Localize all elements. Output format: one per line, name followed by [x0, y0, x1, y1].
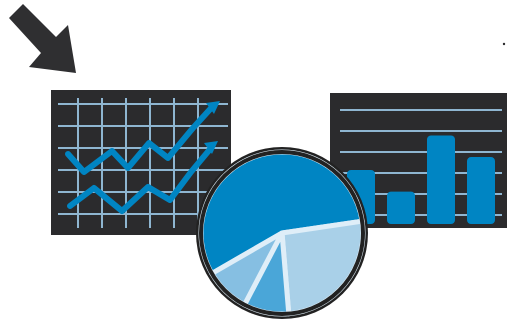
diagonal-arrow-icon [9, 4, 76, 73]
lower-trend-line [67, 145, 214, 214]
upper-trend-arrowhead [206, 101, 220, 114]
arrow-shape [9, 4, 76, 73]
upper-trend-line [65, 103, 216, 175]
bar-series [347, 135, 495, 224]
lower-trend-arrowhead [204, 141, 218, 154]
line-chart-icon [51, 90, 231, 235]
pie-chart-icon [196, 147, 368, 319]
bar-3 [427, 135, 455, 224]
bar-2 [387, 191, 415, 224]
bar-4 [467, 157, 495, 224]
pie-chart-outline [199, 150, 365, 316]
pie-slice-2 [279, 218, 366, 317]
top-right-speck [502, 42, 506, 46]
bar-chart-icon [330, 93, 507, 228]
